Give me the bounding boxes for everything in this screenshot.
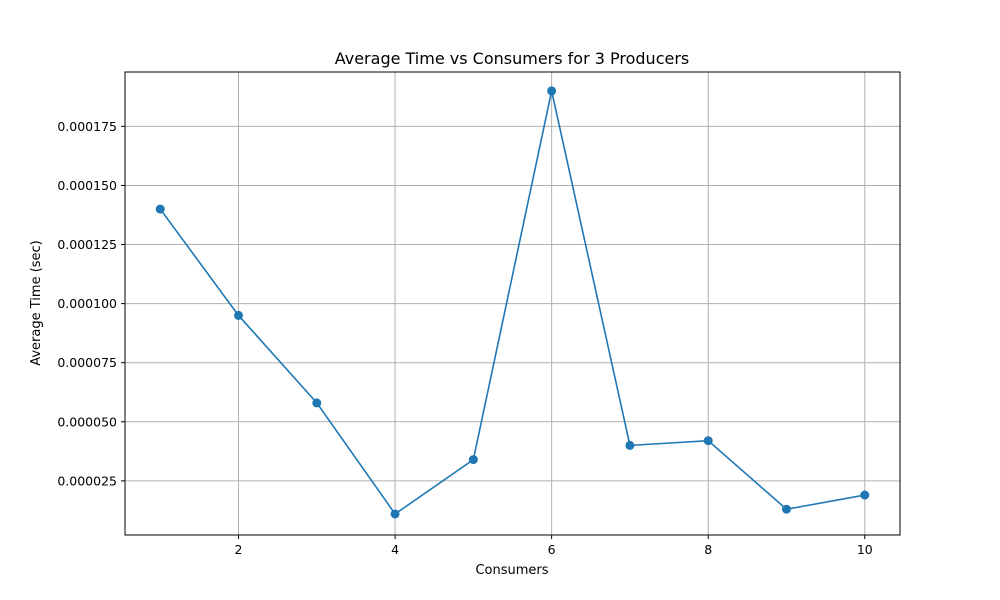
x-tick-label: 6 xyxy=(548,542,556,557)
x-tick-label: 8 xyxy=(704,542,712,557)
chart-title: Average Time vs Consumers for 3 Producer… xyxy=(335,49,690,68)
grid xyxy=(125,72,900,535)
data-point xyxy=(625,440,635,450)
y-tick-label: 0.000075 xyxy=(57,355,117,370)
series-layer xyxy=(155,86,870,519)
data-point xyxy=(781,504,791,514)
y-tick-label: 0.000100 xyxy=(57,296,117,311)
data-point xyxy=(390,509,400,519)
data-point xyxy=(703,436,713,446)
x-axis-label: Consumers xyxy=(475,563,548,578)
data-point xyxy=(312,398,322,408)
y-tick-label: 0.000175 xyxy=(57,119,117,134)
y-tick-label: 0.000025 xyxy=(57,473,117,488)
series-line xyxy=(159,90,865,516)
x-tick-label: 10 xyxy=(857,542,873,557)
data-point xyxy=(234,310,244,320)
y-axis-label: Average Time (sec) xyxy=(29,240,44,366)
data-point xyxy=(547,86,557,96)
y-tick-label: 0.000125 xyxy=(57,237,117,252)
y-tick-label: 0.000050 xyxy=(57,414,117,429)
data-point xyxy=(860,490,870,500)
data-point xyxy=(155,204,165,214)
x-tick-label: 2 xyxy=(235,542,243,557)
ticks: 2 4 6 8 10 0.000025 0.000050 0.000075 0.000100 0.… xyxy=(57,119,872,557)
y-tick-label: 0.000150 xyxy=(57,178,117,193)
data-point xyxy=(468,455,478,465)
x-tick-label: 4 xyxy=(391,542,399,557)
